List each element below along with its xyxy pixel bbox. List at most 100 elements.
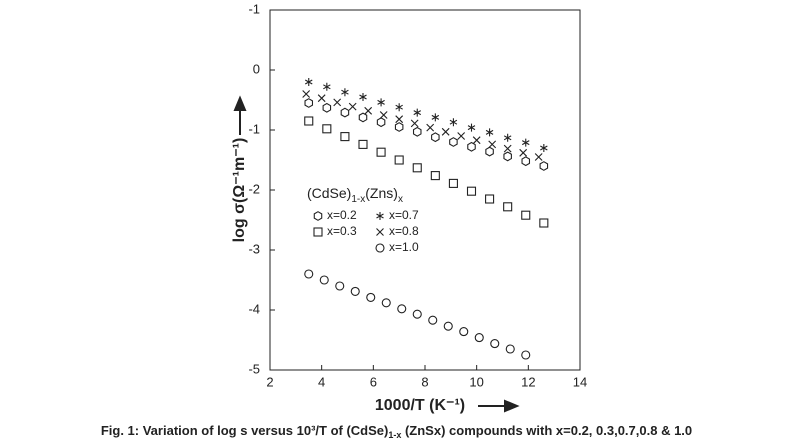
hexagon-marker [449, 137, 458, 147]
star-marker [377, 98, 385, 107]
x-marker [376, 228, 384, 236]
square-marker [539, 218, 549, 228]
star-marker [323, 82, 331, 91]
x-axis-label: 1000/T (K⁻¹) [375, 397, 465, 414]
square-marker [322, 124, 332, 134]
star-marker [376, 212, 384, 220]
x-tick-label: 8 [421, 374, 428, 389]
legend-title-sub: x [398, 194, 403, 205]
square-marker [376, 147, 386, 157]
circle-marker [490, 339, 500, 349]
caption-part: (ZnSx) compounds with x=0.2, 0.3,0.7,0.8… [401, 423, 692, 438]
x-tick-label: 12 [521, 374, 535, 389]
y-tick-label: -5 [248, 361, 260, 376]
caption-sub: 1-x [388, 430, 401, 440]
hexagon-marker [467, 141, 476, 152]
x-marker [488, 140, 497, 149]
x-tick-label: 10 [469, 374, 483, 389]
y-tick-label: -2 [248, 181, 260, 196]
star-marker [540, 144, 548, 152]
x-marker [364, 106, 373, 115]
square-marker [521, 210, 531, 220]
x-marker [333, 98, 342, 107]
square-marker [412, 163, 422, 173]
hexagon-marker [539, 161, 549, 171]
x-marker [472, 136, 481, 145]
circle-marker [335, 281, 345, 291]
hexagon-marker [412, 126, 422, 137]
x-marker [410, 119, 419, 128]
circle-marker [505, 344, 515, 354]
y-tick-label: -4 [248, 301, 260, 316]
hexagon-marker [313, 211, 323, 221]
caption-part: Fig. 1: Variation of log s versus 10³/T … [101, 423, 389, 438]
square-marker [448, 178, 458, 188]
x-marker [426, 123, 435, 132]
hexagon-marker [376, 117, 386, 128]
circle-marker [521, 350, 531, 360]
y-tick-label: -1 [248, 121, 260, 136]
circle-marker [412, 309, 422, 319]
hexagon-marker [340, 107, 350, 118]
hexagon-marker [503, 151, 512, 162]
circle-marker [375, 243, 385, 253]
star-marker [521, 138, 530, 147]
star-marker [341, 88, 349, 97]
x-marker [379, 111, 388, 119]
star-marker [467, 123, 476, 132]
x-marker [395, 115, 404, 124]
circle-marker [459, 327, 469, 337]
square-marker [503, 202, 513, 212]
star-marker [413, 108, 422, 117]
hexagon-marker [322, 102, 332, 113]
x-tick-label: 6 [370, 374, 377, 389]
circle-marker [474, 333, 484, 343]
square-marker [313, 227, 323, 237]
circle-marker [304, 269, 314, 279]
hexagon-marker [394, 122, 404, 132]
hexagon-marker [304, 98, 314, 108]
legend-title-part: (CdSe) [307, 185, 351, 201]
legend-label: x=0.3 [327, 224, 357, 238]
square-marker [466, 186, 477, 196]
circle-marker [428, 315, 438, 325]
hexagon-marker [485, 146, 494, 157]
square-marker [358, 139, 368, 149]
x-marker [317, 94, 326, 103]
circle-marker [381, 298, 391, 308]
square-marker [430, 171, 440, 181]
x-marker [302, 90, 311, 98]
hexagon-marker [431, 132, 440, 143]
square-marker [394, 155, 404, 165]
square-marker [304, 116, 314, 126]
circle-marker [350, 286, 360, 296]
x-marker [441, 127, 450, 136]
star-marker [485, 128, 494, 137]
star-marker [431, 113, 440, 122]
circle-marker [319, 275, 329, 285]
legend-title-sub: 1-x [351, 194, 365, 205]
circle-marker [366, 292, 376, 302]
legend-label: x=1.0 [389, 240, 419, 254]
legend-label: x=0.7 [389, 208, 419, 222]
circle-marker [397, 304, 407, 314]
star-marker [395, 103, 403, 112]
x-marker [534, 153, 543, 161]
x-marker [503, 144, 512, 153]
x-tick-label: 14 [573, 374, 587, 389]
x-tick-label: 4 [318, 374, 325, 389]
star-marker [304, 78, 313, 86]
y-tick-label: -1 [248, 1, 260, 16]
legend-title: (CdSe)1-x(Zns)x [307, 185, 403, 205]
y-tick-label: 0 [253, 61, 260, 76]
x-marker [457, 132, 466, 140]
legend-title-part: (Zns) [365, 185, 398, 201]
star-marker [359, 93, 367, 101]
x-marker [348, 102, 357, 111]
x-marker [519, 148, 528, 157]
x-label-arrow [478, 399, 520, 413]
star-marker [503, 133, 512, 142]
legend-label: x=0.8 [389, 224, 419, 238]
hexagon-marker [358, 112, 368, 123]
